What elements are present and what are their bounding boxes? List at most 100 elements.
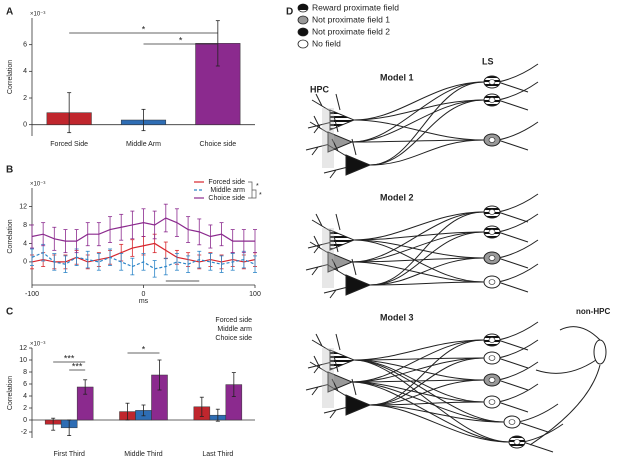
- ls-dendrite: [497, 361, 539, 391]
- legend-label: Forced side: [208, 179, 245, 186]
- nucleus: [488, 279, 496, 285]
- charts: A ×10⁻³ Correlation 0 2 4 6 Forced Side Middle A…: [6, 7, 262, 458]
- significance-bracket: [248, 181, 257, 199]
- error-bar: [125, 402, 130, 421]
- x-tick-label: 100: [249, 291, 261, 298]
- y-tick-label: 6: [23, 381, 27, 388]
- y-tick-label: 12: [19, 345, 27, 352]
- error-bar: [130, 239, 135, 257]
- y-axis-label: Correlation: [7, 376, 14, 410]
- significance-star: ***: [64, 353, 75, 363]
- error-bar: [67, 419, 72, 437]
- error-bar: [96, 222, 101, 247]
- ls-dendrite: [497, 81, 539, 111]
- axon: [353, 239, 485, 283]
- axon: [369, 357, 485, 406]
- legend-icon: [297, 27, 309, 37]
- significance-star: *: [179, 35, 183, 45]
- error-bar: [83, 379, 88, 395]
- ls-dendrite: [517, 403, 559, 433]
- y-tick-label: 8: [23, 222, 27, 229]
- legend-label: No field: [312, 38, 341, 48]
- y-tick-label: 6: [23, 42, 27, 49]
- ls-dendrite: [497, 193, 539, 223]
- error-bar: [141, 253, 146, 271]
- axon: [369, 281, 485, 286]
- legend-label: Middle arm: [217, 326, 252, 333]
- pyramidal-cell: [327, 371, 354, 393]
- error-bar: [215, 20, 220, 67]
- error-bar: [208, 224, 213, 249]
- axon: [351, 339, 485, 383]
- error-bar: [163, 257, 168, 276]
- x-tick-label: Middle Arm: [126, 141, 161, 148]
- axon: [351, 381, 505, 423]
- nucleus: [488, 337, 496, 343]
- significance-star: *: [142, 344, 146, 354]
- x-tick-label: -100: [25, 291, 39, 298]
- axon: [369, 211, 485, 286]
- axon: [369, 99, 485, 166]
- nucleus: [488, 377, 496, 383]
- error-bar: [230, 253, 235, 271]
- legend-label: Not proximate field 2: [312, 26, 390, 36]
- dendrite: [305, 235, 339, 276]
- error-bar: [186, 255, 191, 273]
- y-tick-label: 2: [23, 95, 27, 102]
- error-bar: [231, 372, 236, 398]
- error-bar: [253, 255, 257, 273]
- error-bar: [230, 229, 235, 254]
- axis-multiplier: ×10⁻³: [30, 342, 45, 348]
- legend-label: Forced side: [215, 317, 252, 324]
- dendrite: [307, 213, 341, 254]
- y-tick-label: 4: [23, 68, 27, 75]
- error-bar: [141, 404, 146, 417]
- axon: [351, 99, 485, 143]
- nucleus: [488, 97, 496, 103]
- error-bar: [67, 92, 72, 134]
- y-tick-label: 12: [19, 203, 27, 210]
- non-hpc-cell: [593, 339, 607, 365]
- error-bar: [219, 222, 224, 247]
- ls-dendrite: [497, 239, 539, 269]
- model-label: Model 1: [380, 72, 414, 82]
- error-bar: [119, 213, 124, 241]
- dendrite: [307, 93, 341, 134]
- axon: [369, 339, 485, 406]
- x-axis-label: ms: [139, 298, 149, 305]
- error-bar: [85, 250, 90, 269]
- error-bar: [30, 224, 34, 249]
- error-bar: [52, 226, 57, 251]
- nucleus: [508, 419, 516, 425]
- y-axis-label: Correlation: [7, 60, 14, 94]
- ls-dendrite: [522, 423, 564, 453]
- significance-star: ***: [72, 361, 83, 371]
- y-tick-label: 10: [19, 357, 27, 364]
- error-bar: [152, 210, 157, 240]
- error-bar: [152, 260, 157, 278]
- significance-star: *: [256, 183, 259, 190]
- label-ls: LS: [482, 56, 494, 66]
- dendrite: [323, 378, 357, 419]
- legend-label: Choice side: [215, 335, 252, 342]
- dendrite: [305, 115, 339, 156]
- axon: [351, 231, 485, 263]
- axon: [351, 357, 485, 383]
- ls-dendrite: [497, 121, 539, 151]
- axis-multiplier: ×10⁻³: [30, 12, 45, 18]
- error-bar: [186, 216, 191, 243]
- x-tick-label: Last Third: [202, 451, 233, 458]
- pyramidal-cell: [327, 131, 354, 153]
- nucleus: [488, 79, 496, 85]
- dendrite: [307, 333, 341, 374]
- axon: [369, 379, 485, 406]
- axon: [351, 211, 485, 263]
- axon: [353, 339, 485, 361]
- error-bar: [208, 253, 213, 271]
- error-bar: [41, 222, 46, 247]
- y-tick-label: 0: [23, 259, 27, 266]
- axon: [353, 359, 505, 423]
- error-bar: [197, 250, 202, 269]
- axon: [369, 139, 485, 166]
- panel-label: D: [286, 7, 293, 18]
